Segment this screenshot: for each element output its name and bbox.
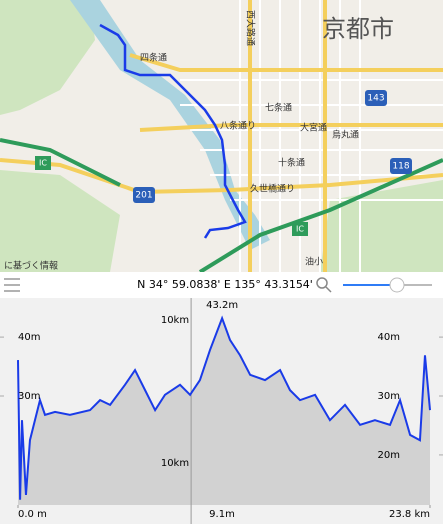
map-label: 京都市 — [322, 15, 394, 43]
y-tick-label: 30m — [378, 391, 400, 402]
map-label: 七条通 — [265, 102, 292, 114]
map-label: 久世橋通り — [250, 183, 295, 195]
x-marker-label: 10km — [161, 458, 189, 469]
route-shield: 118 — [392, 162, 409, 172]
area-fill — [18, 318, 430, 505]
map-label: 四条通 — [140, 52, 167, 64]
map-label: 八条通り — [220, 120, 256, 132]
route-shield: 143 — [367, 94, 384, 104]
route-shield: 201 — [135, 191, 152, 201]
toolbar: N 34° 59.0838' E 135° 43.3154' — [0, 272, 443, 298]
x-tick-label: 23.8 km — [389, 509, 430, 520]
x-marker-label: 10km — [161, 315, 189, 326]
map-label: 西大路通 — [245, 10, 257, 46]
y-tick-label: 40m — [378, 332, 400, 343]
x-tick-label: 0.0 m — [18, 509, 47, 520]
ic-sign: IC — [296, 225, 304, 234]
elevation-line — [17, 315, 431, 500]
map-attribution: に基づく情報 — [4, 260, 58, 272]
map-label: 油小 — [305, 256, 323, 268]
y-tick-label: 30m — [18, 391, 40, 402]
list-button[interactable] — [4, 278, 20, 292]
ic-sign: IC — [39, 159, 47, 168]
y-tick-label: 40m — [18, 332, 40, 343]
y-tick-label: 20m — [378, 450, 400, 461]
max-label: 43.2m — [206, 300, 238, 311]
cursor-label: 9.1m — [209, 509, 235, 520]
map[interactable]: 京都市 四条通 西大路通 七条通 八条通り 十条通 久世橋通り 大宮通 烏丸通 … — [0, 0, 443, 272]
route — [99, 23, 247, 239]
coordinates: N 34° 59.0838' E 135° 43.3154' — [137, 278, 313, 291]
map-label: 烏丸通 — [332, 129, 359, 141]
elevation-chart[interactable]: 10km 10km 40m 30m 40m 30m 20m 0.0 m 23.8 km 9.1m 4… — [0, 298, 443, 524]
search-button[interactable] — [316, 277, 332, 293]
map-label: 十条通 — [278, 157, 305, 169]
zoom-slider[interactable] — [343, 277, 432, 293]
map-label: 大宮通 — [300, 122, 327, 134]
